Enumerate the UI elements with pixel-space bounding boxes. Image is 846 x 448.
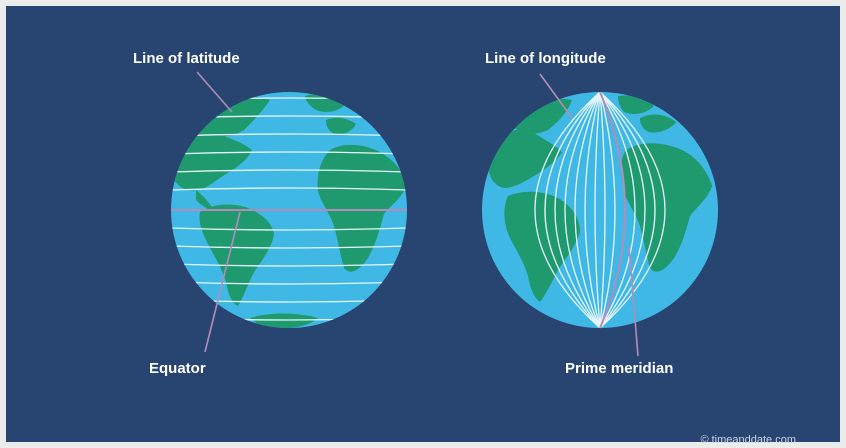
prime-meridian-callout-line [628, 245, 639, 357]
longitude-callout-line [539, 73, 573, 119]
longitude-globe-land [488, 95, 712, 302]
equator-callout-line [204, 211, 241, 353]
latitude-globe [171, 92, 407, 328]
equator-label: Equator [149, 360, 206, 377]
longitude-label: Line of longitude [485, 50, 606, 67]
longitude-globe [482, 91, 718, 329]
latitude-label: Line of latitude [133, 50, 240, 67]
credit-text: © timeanddate.com [700, 434, 796, 446]
longitude-lines [534, 92, 666, 328]
prime-meridian-line [599, 91, 626, 329]
prime-meridian-label: Prime meridian [565, 360, 674, 377]
latitude-callout-line [196, 71, 233, 113]
